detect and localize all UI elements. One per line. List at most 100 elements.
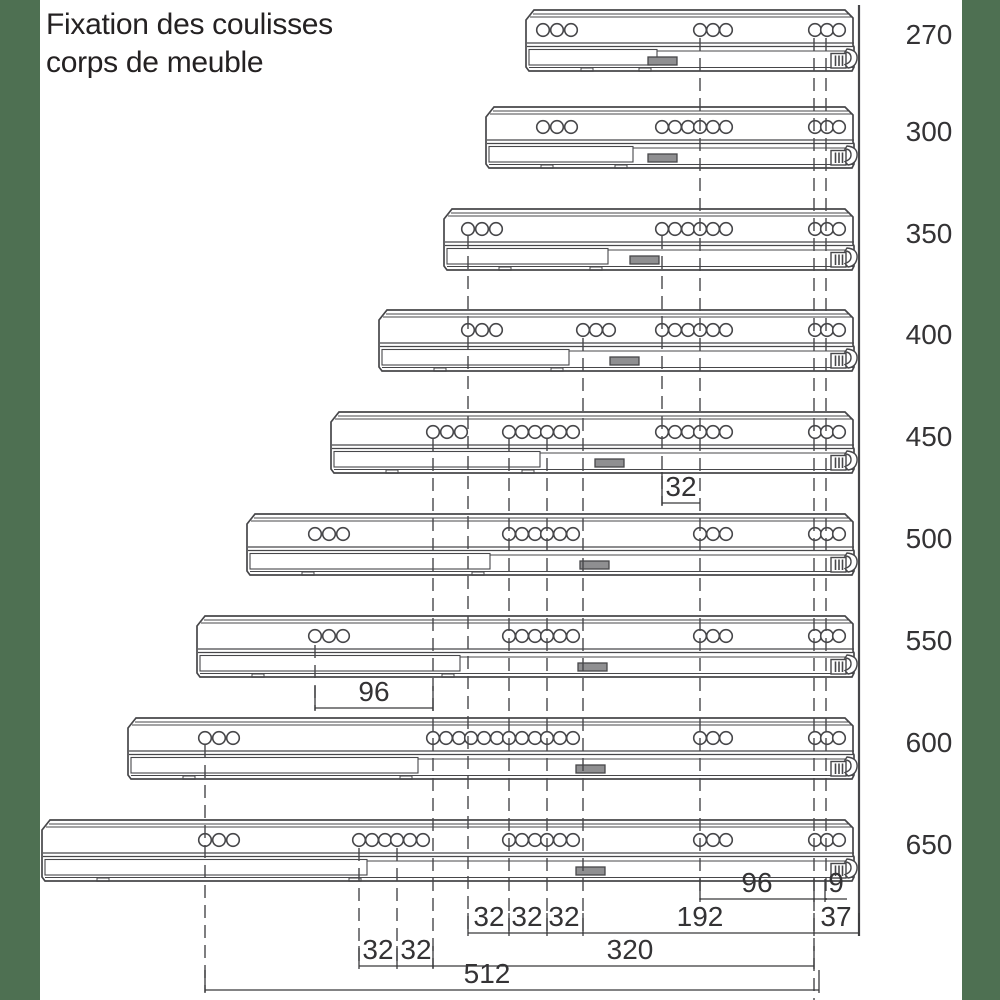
- mounting-hole: [514, 628, 530, 644]
- mounting-hole: [807, 22, 823, 38]
- mounting-hole: [474, 322, 490, 338]
- rear-hook: [843, 858, 858, 879]
- runner-foot-tab: [540, 164, 554, 169]
- mounting-hole: [831, 119, 847, 135]
- inner-runner: [333, 450, 541, 468]
- drawer-slide-450: [330, 411, 858, 474]
- release-latch: [629, 255, 660, 265]
- inner-runner: [130, 756, 419, 774]
- mounting-hole: [831, 322, 847, 338]
- mounting-hole: [705, 322, 721, 338]
- mounting-hole: [514, 526, 530, 542]
- page-title-line2: corps de meuble: [46, 46, 264, 79]
- runner-foot-tab: [182, 775, 196, 780]
- dimension-value: 192: [677, 901, 724, 932]
- dimension-group: 32 32 32 192 37: [467, 901, 860, 936]
- mounting-hole: [831, 730, 847, 746]
- rear-hook: [843, 247, 858, 268]
- slide-length-label: 400: [906, 319, 953, 350]
- mounting-hole: [514, 424, 530, 440]
- mounting-hole: [402, 832, 418, 848]
- mounting-hole: [831, 526, 847, 542]
- mounting-hole: [807, 628, 823, 644]
- mounting-hole: [563, 22, 579, 38]
- mounting-hole: [807, 526, 823, 542]
- mounting-hole: [819, 730, 835, 746]
- drawer-slide-550: [196, 615, 858, 678]
- mounting-hole: [718, 628, 734, 644]
- slide-length-label: 550: [906, 625, 953, 656]
- mounting-hole: [718, 221, 734, 237]
- mounting-hole: [680, 119, 696, 135]
- mounting-hole: [463, 730, 479, 746]
- mounting-hole: [539, 424, 555, 440]
- mounting-hole: [680, 221, 696, 237]
- slide-length-label: 600: [906, 727, 953, 758]
- mounting-hole: [549, 119, 565, 135]
- dimension-value: 9: [828, 867, 844, 898]
- drawer-slide-270: [525, 9, 858, 72]
- mounting-hole: [565, 730, 581, 746]
- mounting-hole: [831, 221, 847, 237]
- left-green-bar: [0, 0, 40, 1000]
- mounting-hole: [705, 730, 721, 746]
- drawer-slide-650: [41, 819, 858, 882]
- mounting-hole: [807, 221, 823, 237]
- mounting-hole: [563, 119, 579, 135]
- mounting-hole: [807, 832, 823, 848]
- mounting-hole: [211, 832, 227, 848]
- mounting-hole: [415, 832, 431, 848]
- rear-hook: [843, 450, 858, 471]
- slide-outline: [330, 411, 855, 474]
- dimension-value: 32: [665, 471, 696, 502]
- inner-runner: [446, 247, 609, 265]
- page-title: Fixation des coulisses corps de meuble: [46, 6, 333, 82]
- slide-length-label: 500: [906, 523, 953, 554]
- dimension-value: 320: [607, 934, 654, 965]
- mounting-hole: [552, 526, 568, 542]
- dimension-group: 32: [661, 471, 700, 506]
- dimension-group: 32 32 320: [358, 934, 815, 969]
- slide-length-label: 650: [906, 829, 953, 860]
- runner-foot-tab: [96, 877, 110, 882]
- mounting-hole: [718, 832, 734, 848]
- mounting-hole: [667, 322, 683, 338]
- mounting-hole: [527, 424, 543, 440]
- runner-foot-tab: [251, 673, 265, 678]
- release-latch: [647, 153, 678, 163]
- mounting-hole: [552, 832, 568, 848]
- drawer-slide-350: [443, 208, 858, 271]
- mounting-hole: [565, 628, 581, 644]
- mounting-hole: [654, 119, 670, 135]
- mounting-hole: [718, 730, 734, 746]
- mounting-hole: [667, 221, 683, 237]
- drawer-slide-500: [246, 513, 858, 576]
- mounting-hole: [692, 22, 708, 38]
- mounting-hole: [718, 526, 734, 542]
- release-latch: [577, 662, 608, 672]
- release-latch: [594, 458, 625, 468]
- mounting-hole: [819, 322, 835, 338]
- mounting-hole: [667, 424, 683, 440]
- slide-outline: [196, 615, 855, 678]
- mounting-hole: [453, 424, 469, 440]
- mounting-hole: [831, 628, 847, 644]
- mounting-hole: [705, 221, 721, 237]
- release-latch: [609, 356, 640, 366]
- runner-foot-tab: [471, 571, 485, 576]
- dimension-value: 32: [548, 901, 579, 932]
- drawer-slide-600: [127, 717, 858, 780]
- mounting-hole: [601, 322, 617, 338]
- mounting-hole: [451, 730, 467, 746]
- dimension-value: 32: [511, 901, 542, 932]
- mounting-hole: [439, 424, 455, 440]
- inner-runner: [199, 654, 461, 672]
- mounting-hole: [831, 832, 847, 848]
- mounting-hole: [819, 221, 835, 237]
- runner-foot-tab: [614, 164, 628, 169]
- rear-hook: [843, 348, 858, 369]
- slide-length-label: 270: [906, 19, 953, 50]
- runner-foot-tab: [498, 266, 512, 271]
- slide-outline: [127, 717, 855, 780]
